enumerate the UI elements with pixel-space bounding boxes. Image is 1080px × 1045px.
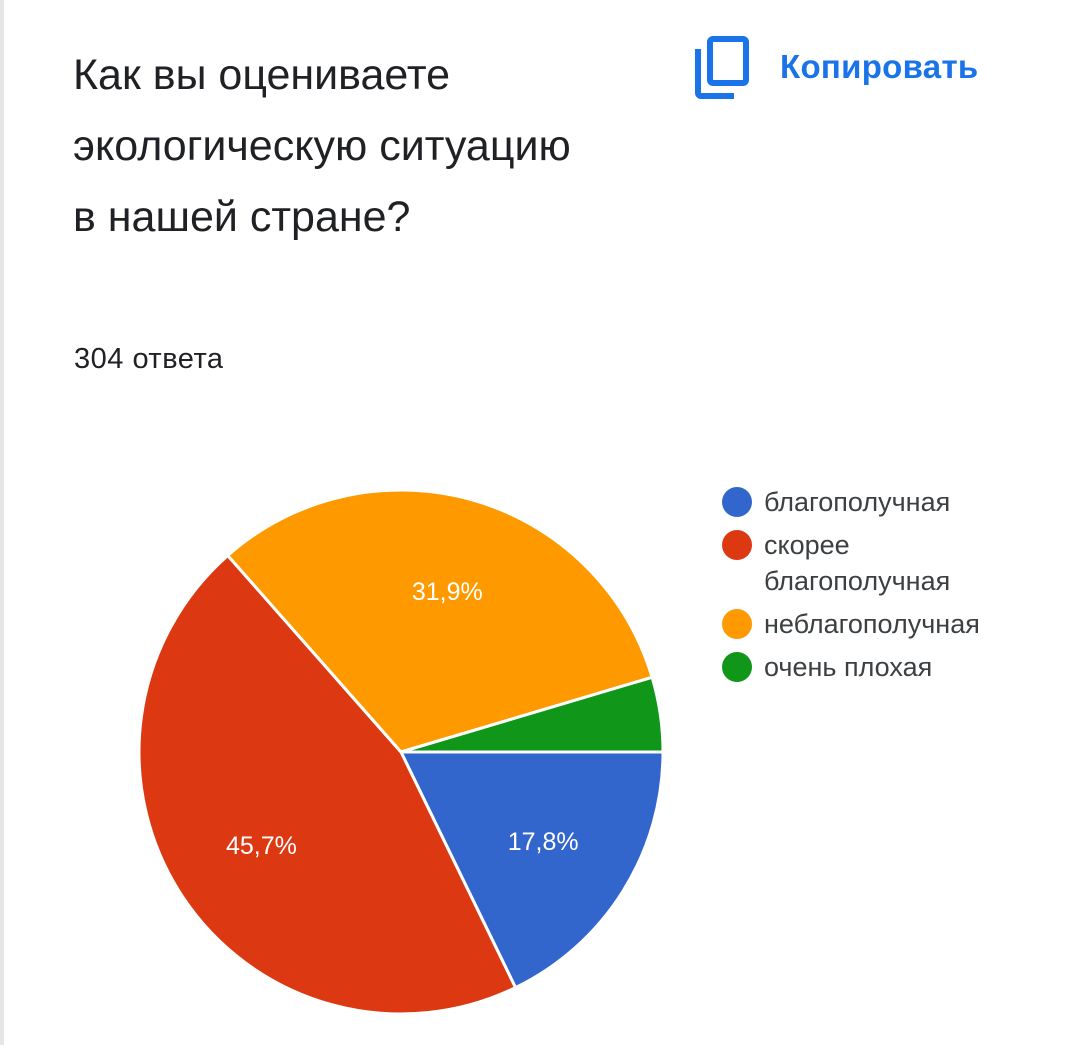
legend-swatch <box>722 530 752 560</box>
legend-label: неблагополучная <box>764 609 980 639</box>
legend-item[interactable]: благополучная <box>722 484 1052 520</box>
chart-legend: благополучная скорее благополучная неблаго… <box>722 484 1052 692</box>
copy-button-label: Копировать <box>780 48 979 85</box>
pie-slice-2[interactable] <box>137 553 518 1016</box>
legend-label: очень плохая <box>764 652 933 682</box>
question-title: Как вы оцениваете экологическую ситуацию… <box>73 51 571 241</box>
legend-label: скорее благополучная <box>764 530 951 596</box>
pie-slice-4[interactable] <box>400 675 665 754</box>
copy-chart-button[interactable]: Копировать <box>692 32 979 102</box>
slice-percent-label: 45,7% <box>226 832 297 860</box>
slice-percent-label: 17,8% <box>508 828 579 856</box>
legend-swatch <box>722 487 752 517</box>
legend-swatch <box>722 652 752 682</box>
legend-item[interactable]: скорее благополучная <box>722 527 1052 599</box>
legend-label: благополучная <box>764 487 951 517</box>
response-count: 304 ответа <box>74 343 224 375</box>
legend-item[interactable]: очень плохая <box>722 649 1052 685</box>
card-border <box>0 0 4 1045</box>
legend-swatch <box>722 609 752 639</box>
slice-percent-label: 31,9% <box>412 578 483 606</box>
pie-slice-3[interactable] <box>225 488 654 754</box>
copy-icon <box>695 36 749 99</box>
legend-item[interactable]: неблагополучная <box>722 606 1052 642</box>
pie-slice-1[interactable] <box>398 750 665 990</box>
